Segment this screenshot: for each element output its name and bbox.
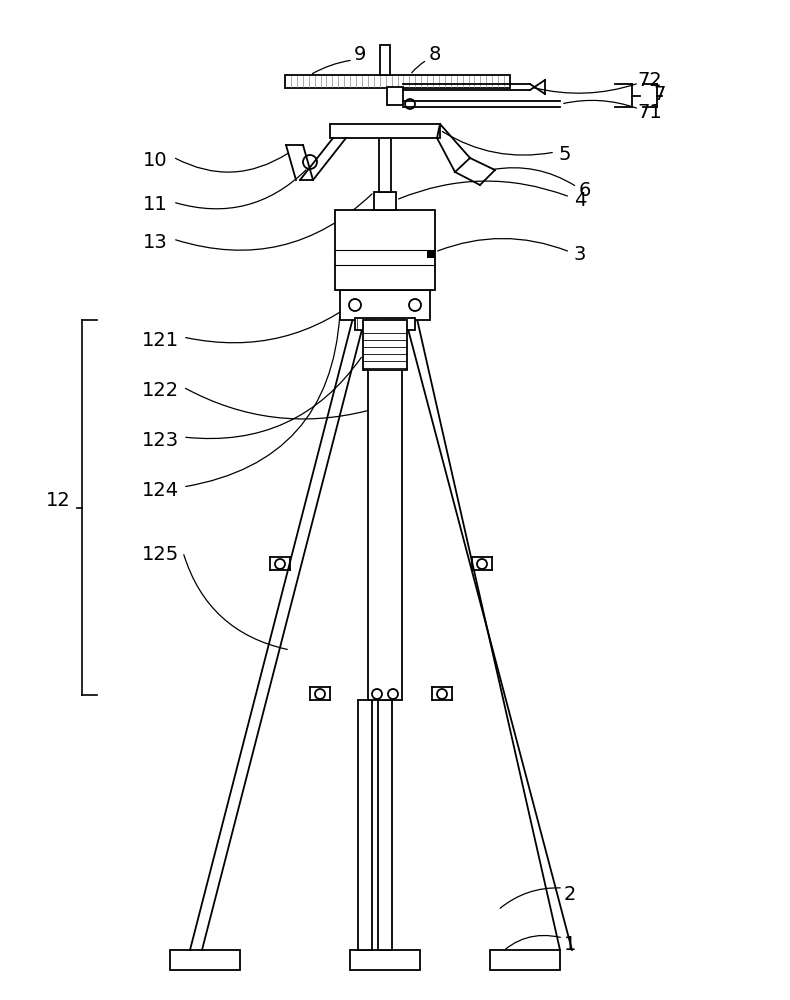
- Bar: [330, 124, 440, 138]
- Bar: [340, 290, 430, 320]
- Text: 9: 9: [354, 45, 367, 64]
- Text: 72: 72: [638, 70, 662, 90]
- Text: 3: 3: [574, 245, 586, 264]
- Text: 71: 71: [638, 103, 662, 121]
- Bar: [355, 318, 415, 330]
- Text: 1: 1: [564, 936, 576, 954]
- Bar: [387, 87, 403, 105]
- Text: 124: 124: [141, 481, 179, 499]
- Text: 10: 10: [143, 150, 167, 169]
- Bar: [374, 192, 396, 210]
- Text: 2: 2: [564, 886, 576, 904]
- Text: 13: 13: [143, 232, 167, 251]
- Text: 4: 4: [574, 190, 586, 210]
- Bar: [285, 75, 510, 88]
- Text: 5: 5: [559, 145, 571, 164]
- Text: 8: 8: [429, 45, 441, 64]
- Bar: [335, 210, 435, 290]
- Text: 12: 12: [46, 490, 70, 510]
- Bar: [380, 45, 390, 75]
- Text: 123: 123: [141, 430, 179, 450]
- Bar: [490, 950, 560, 970]
- Text: 125: 125: [141, 546, 179, 564]
- Text: 11: 11: [143, 196, 167, 215]
- Bar: [379, 137, 391, 192]
- Bar: [427, 250, 435, 258]
- Text: 121: 121: [141, 330, 179, 350]
- Text: 6: 6: [579, 180, 591, 200]
- Bar: [350, 950, 420, 970]
- Bar: [368, 322, 402, 700]
- Bar: [363, 320, 407, 370]
- Bar: [378, 700, 392, 950]
- Bar: [170, 950, 240, 970]
- Bar: [358, 700, 372, 950]
- Text: 7: 7: [654, 86, 666, 104]
- Text: 122: 122: [141, 380, 179, 399]
